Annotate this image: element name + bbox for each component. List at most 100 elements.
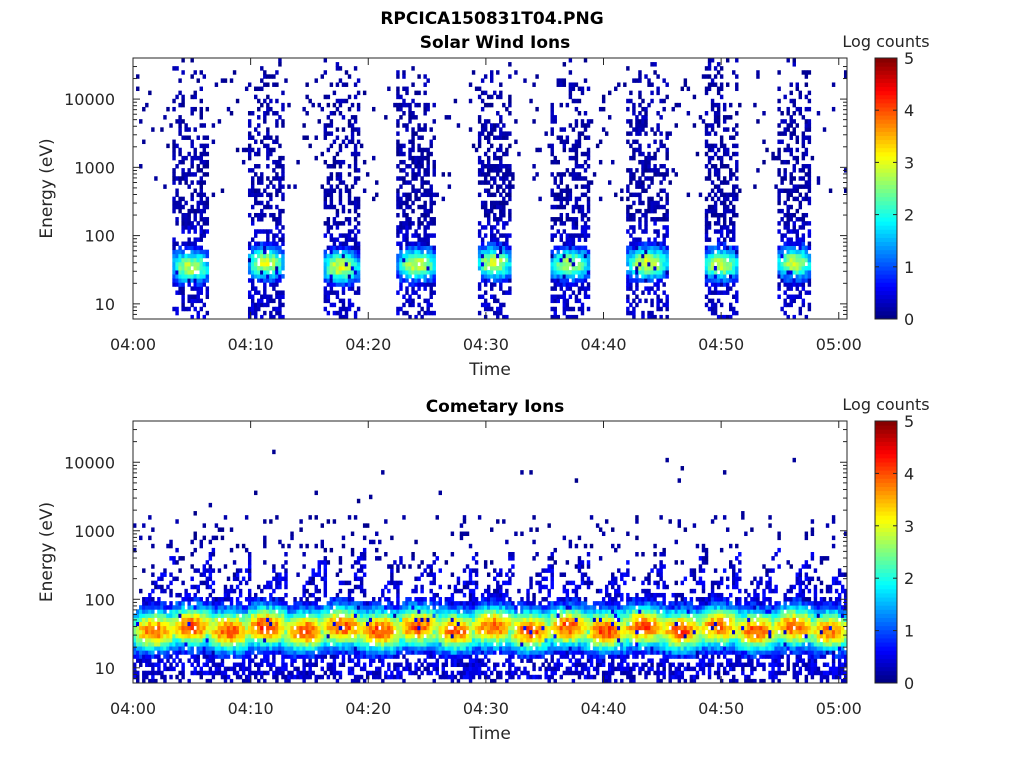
solar-wind-cell [735,213,738,217]
solar-wind-cell [735,87,738,91]
solar-wind-cell [829,189,832,193]
cometary-cell [181,663,184,667]
solar-wind-cell [638,266,641,270]
solar-wind-cell [429,290,432,294]
solar-wind-cell [187,135,190,139]
solar-wind-colorbar-step [875,180,897,185]
cometary-cell [160,609,163,613]
cometary-cell [296,675,299,679]
solar-wind-cell [735,254,738,258]
solar-wind-cell [563,270,566,274]
cometary-cell [281,618,284,622]
cometary-cell [221,642,224,646]
solar-wind-cell [354,164,357,168]
solar-wind-cell [496,311,499,315]
solar-wind-cell [726,282,729,286]
solar-wind-cell [626,189,629,193]
cometary-cell [302,589,305,593]
solar-wind-cell [563,140,566,144]
solar-wind-cell [711,266,714,270]
solar-wind-cell [786,213,789,217]
solar-wind-cell [197,311,200,315]
solar-wind-cell [644,213,647,217]
solar-wind-cell [172,258,175,262]
solar-wind-cell [357,270,360,274]
solar-wind-cell [266,229,269,233]
solar-wind-cell [426,278,429,282]
cometary-cell [160,658,163,662]
solar-wind-cell [194,213,197,217]
solar-wind-cell [321,152,324,156]
solar-wind-cell [578,205,581,209]
solar-wind-cell [423,168,426,172]
solar-wind-cell [626,99,629,103]
solar-wind-cell [275,270,278,274]
solar-wind-cell [275,282,278,286]
solar-wind-cell [632,148,635,152]
solar-wind-cell [777,168,780,172]
solar-wind-cell [799,311,802,315]
cometary-cell [266,585,269,589]
cometary-cell [233,650,236,654]
solar-wind-cell [662,217,665,221]
solar-wind-cell [481,270,484,274]
solar-wind-cell [790,172,793,176]
solar-wind-cell [187,295,190,299]
cometary-cell [269,605,272,609]
solar-wind-cell [269,213,272,217]
solar-wind-cell [336,250,339,254]
solar-wind-cell [333,303,336,307]
solar-wind-cell [590,180,593,184]
solar-wind-cell [330,250,333,254]
solar-wind-cell [269,242,272,246]
solar-wind-cell [257,266,260,270]
solar-wind-cell [172,172,175,176]
cometary-cell [200,650,203,654]
solar-wind-cell [263,74,266,78]
solar-wind-cell [257,148,260,152]
cometary-cell [324,585,327,589]
solar-wind-cell [481,254,484,258]
solar-wind-cell [423,233,426,237]
cometary-cell [178,630,181,634]
cometary-cell [257,626,260,630]
solar-wind-cell [429,201,432,205]
solar-wind-cell [172,140,175,144]
solar-wind-cell [802,164,805,168]
cometary-cell [136,654,139,658]
solar-wind-cell [678,103,681,107]
solar-wind-cell [490,246,493,250]
solar-wind-cell [581,303,584,307]
solar-wind-cell [563,148,566,152]
cometary-cell [290,609,293,613]
cometary-cell [239,593,242,597]
cometary-cell [251,618,254,622]
solar-wind-cell [732,295,735,299]
solar-wind-cell [442,172,445,176]
cometary-cell [136,622,139,626]
solar-wind-cell [635,258,638,262]
cometary-cell [260,630,263,634]
solar-wind-cell [414,176,417,180]
solar-wind-cell [200,229,203,233]
solar-wind-cell [572,270,575,274]
cometary-cell [239,675,242,679]
cometary-cell [166,613,169,617]
solar-wind-cell [717,107,720,111]
solar-wind-cell [551,193,554,197]
cometary-cell [233,638,236,642]
solar-wind-cell [584,176,587,180]
solar-wind-cell [484,172,487,176]
cometary-cell [248,667,251,671]
solar-wind-cell [793,295,796,299]
solar-wind-cell [417,160,420,164]
solar-wind-cell [608,91,611,95]
solar-wind-cell [578,299,581,303]
solar-wind-cell [569,262,572,266]
solar-wind-colorbar-step [875,131,897,136]
solar-wind-cell [408,274,411,278]
solar-wind-cell [433,270,436,274]
solar-wind-cell [632,156,635,160]
solar-wind-cell [275,295,278,299]
solar-wind-cell [402,103,405,107]
